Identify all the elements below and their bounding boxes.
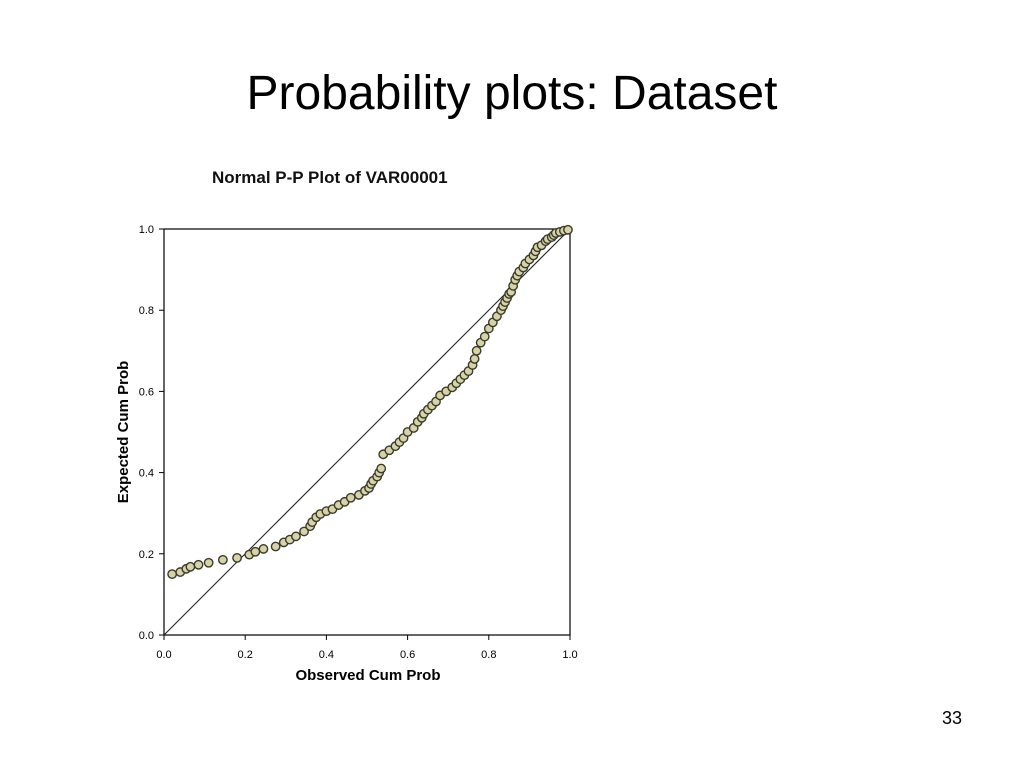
- y-axis-label: Expected Cum Prob: [115, 361, 132, 504]
- data-point: [167, 569, 178, 579]
- y-tick-label: 0.0: [139, 630, 154, 642]
- data-point: [258, 544, 269, 554]
- x-axis-label: Observed Cum Prob: [295, 667, 440, 684]
- data-point: [270, 541, 281, 552]
- y-tick-label: 0.6: [139, 386, 154, 398]
- data-point: [185, 561, 196, 572]
- data-point: [479, 331, 490, 342]
- data-point: [471, 345, 482, 356]
- x-tick-label: 0.6: [400, 649, 415, 661]
- slide-title: Probability plots: Dataset: [246, 67, 778, 120]
- x-tick-label: 0.8: [481, 649, 496, 661]
- data-point: [345, 492, 356, 503]
- data-point: [250, 546, 261, 557]
- y-tick-label: 0.4: [139, 468, 154, 480]
- reference-line-layer: [163, 228, 571, 636]
- data-point: [217, 554, 228, 565]
- data-point: [193, 559, 204, 570]
- y-tick-label: 0.2: [139, 549, 154, 561]
- tick-layer: 0.0 0.2 0.4 0.6 0.8 1.0 0.0 0.2 0.4 0.6 0.8 1.0: [139, 224, 578, 661]
- x-tick-label: 1.0: [562, 649, 577, 661]
- data-point: [232, 552, 242, 563]
- x-tick-label: 0.0: [156, 649, 171, 661]
- reference-line: [163, 228, 571, 636]
- data-point: [299, 526, 309, 537]
- data-point: [469, 354, 480, 364]
- x-tick-label: 0.2: [238, 649, 253, 661]
- data-point: [203, 557, 214, 568]
- data-point: [563, 224, 573, 235]
- point-layer: [167, 224, 573, 579]
- y-tick-label: 0.8: [139, 305, 154, 317]
- chart-title: Normal P-P Plot of VAR00001: [212, 168, 448, 187]
- data-point: [291, 531, 301, 542]
- data-point: [376, 463, 387, 474]
- y-tick-label: 1.0: [139, 224, 154, 236]
- x-tick-label: 0.4: [319, 649, 334, 661]
- page-number: 33: [941, 708, 962, 728]
